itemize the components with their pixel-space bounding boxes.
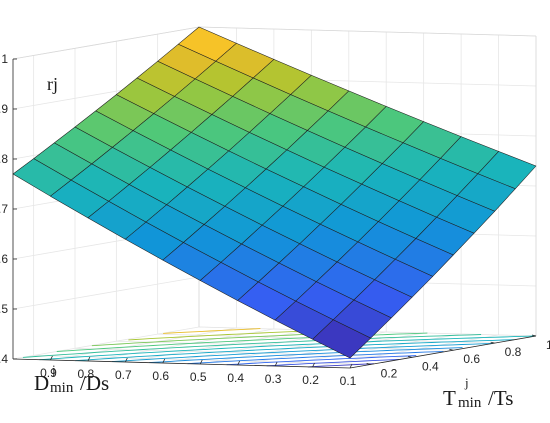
x-tick-mark [162, 358, 166, 364]
grid-line [74, 347, 413, 358]
x-tick-label: 0.2 [302, 373, 319, 387]
axes: 0.4 0.5 0.6 0.7 0.8 0.9 1 0.9 0.8 0.7 0.6 0.5 0.4 0.3… [0, 52, 550, 388]
y-tick-mark [366, 363, 371, 365]
x-tick-mark [50, 355, 53, 361]
y-tick-label: 0.8 [505, 345, 522, 359]
y-axis-label-main: T [443, 386, 456, 410]
z-tick-label: 0.5 [0, 302, 8, 316]
z-tick-label: 1 [1, 52, 8, 66]
grid-line [12, 326, 200, 360]
contour-line [128, 329, 324, 341]
z-tick-label: 0.9 [0, 102, 8, 116]
y-tick-label: 0.6 [463, 352, 480, 366]
surface-patch [312, 319, 371, 359]
z-tick-label: 0.4 [0, 352, 8, 366]
x-tick-mark [237, 360, 241, 366]
x-tick-mark [87, 356, 91, 362]
x-axis-label: D j min /Ds [34, 362, 109, 396]
x-tick-label: 0.5 [190, 370, 207, 384]
x-axis-line [12, 358, 351, 369]
z-tick-label: 0.7 [0, 202, 8, 216]
y-tick-label: 0.2 [381, 366, 398, 380]
z-axis-label: rj [47, 74, 58, 94]
contour-line [163, 328, 261, 334]
contour-projection [22, 328, 537, 368]
x-tick-label: 0.3 [265, 372, 282, 386]
y-axis-label-sup: j [464, 375, 469, 390]
contour-line [187, 350, 444, 365]
grid-line [12, 276, 200, 310]
y-tick-label: 1 [546, 338, 550, 352]
x-tick-label: 0.6 [152, 369, 169, 383]
contour-line [266, 359, 400, 367]
y-tick-mark [449, 348, 454, 351]
y-tick-mark [531, 334, 537, 337]
x-tick-mark [199, 359, 203, 365]
contour-line [39, 335, 537, 361]
y-axis-label-sub: min [458, 395, 482, 411]
x-tick-mark [274, 361, 278, 367]
y-axis-line [349, 335, 537, 369]
y-tick-mark [490, 341, 495, 344]
contour-line [307, 363, 374, 368]
y-axis-label-rest: /Ts [488, 386, 513, 410]
x-tick-mark [312, 362, 315, 368]
grid-line [237, 332, 424, 366]
contour-line [111, 343, 493, 363]
z-tick-label: 0.6 [0, 252, 8, 266]
y-tick-mark [407, 355, 413, 358]
grid-line [87, 328, 274, 362]
surface [12, 26, 537, 359]
z-tick-label: 0.8 [0, 152, 8, 166]
contour-line [22, 334, 482, 358]
x-tick-label: 0.9 [40, 366, 57, 380]
x-axis-label-main: D [34, 371, 49, 395]
grid-line [50, 327, 237, 361]
y-tick-label: 0.4 [422, 359, 439, 373]
pane-edge [198, 26, 537, 37]
x-tick-label: 0.7 [115, 368, 132, 382]
y-axis-label: T j min /Ts [443, 375, 513, 411]
x-tick-label: 0.8 [78, 367, 95, 381]
contour-line [149, 347, 463, 364]
x-tick-label: 0.4 [227, 371, 244, 385]
x-tick-label: 0.1 [340, 374, 357, 388]
x-axis-label-sub: min [50, 380, 74, 396]
x-tick-mark [124, 357, 128, 363]
x-axis-label-rest: /Ds [80, 371, 109, 395]
x-tick-mark [349, 363, 353, 369]
x-axis-label-sup: j [51, 362, 56, 377]
contour-line [226, 355, 417, 366]
pane-edge [12, 26, 200, 60]
contour-line [75, 339, 514, 362]
